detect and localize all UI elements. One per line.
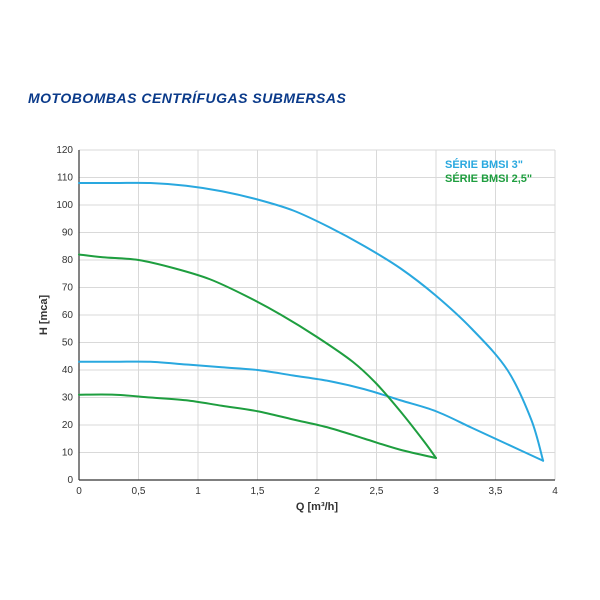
y-tick-label: 120	[56, 145, 73, 156]
chart-title: MOTOBOMBAS CENTRÍFUGAS SUBMERSAS	[28, 90, 346, 106]
legend-item: SÉRIE BMSI 3"	[445, 158, 523, 171]
y-tick-label: 40	[62, 365, 74, 376]
x-axis-label: Q [m³/h]	[296, 501, 338, 513]
y-tick-label: 20	[62, 420, 74, 431]
pump-curve-chart: 0 10 20 30 40 50 60 70 80 90 100 110 120 0 0,5 1 1,5 2 2,5…	[35, 140, 565, 520]
x-tick-label: 4	[552, 486, 558, 497]
y-tick-label: 80	[62, 255, 74, 266]
y-tick-label: 60	[62, 310, 74, 321]
x-tick-label: 3	[433, 486, 439, 497]
curve-bmsi3-lower	[79, 362, 543, 461]
y-axis-label: H [mca]	[38, 294, 50, 335]
page: MOTOBOMBAS CENTRÍFUGAS SUBMERSAS 0102030…	[0, 0, 600, 600]
y-tick-label: 50	[62, 338, 74, 349]
y-tick-label: 30	[62, 393, 74, 404]
y-tick-label: 110	[57, 173, 73, 184]
x-tick-label: 3,5	[489, 486, 503, 497]
y-tick-label: 100	[56, 200, 73, 211]
x-tick-label: 0	[76, 486, 82, 497]
x-tick-label: 1	[195, 486, 201, 497]
x-tick-label: 0,5	[132, 486, 146, 497]
x-tick-label: 2,5	[370, 486, 384, 497]
curve-bmsi3-upper	[79, 183, 543, 461]
x-tick-label: 1,5	[251, 486, 265, 497]
legend-item: SÉRIE BMSI 2,5"	[445, 172, 532, 185]
y-tick-label: 10	[62, 448, 74, 459]
y-tick-label: 70	[62, 283, 74, 294]
chart-svg: 0 10 20 30 40 50 60 70 80 90 100 110 120 0 0,5 1 1,5 2 2,5…	[35, 140, 565, 520]
x-tick-label: 2	[314, 486, 320, 497]
y-tick-label: 0	[67, 475, 73, 486]
y-tick-label: 90	[62, 228, 74, 239]
